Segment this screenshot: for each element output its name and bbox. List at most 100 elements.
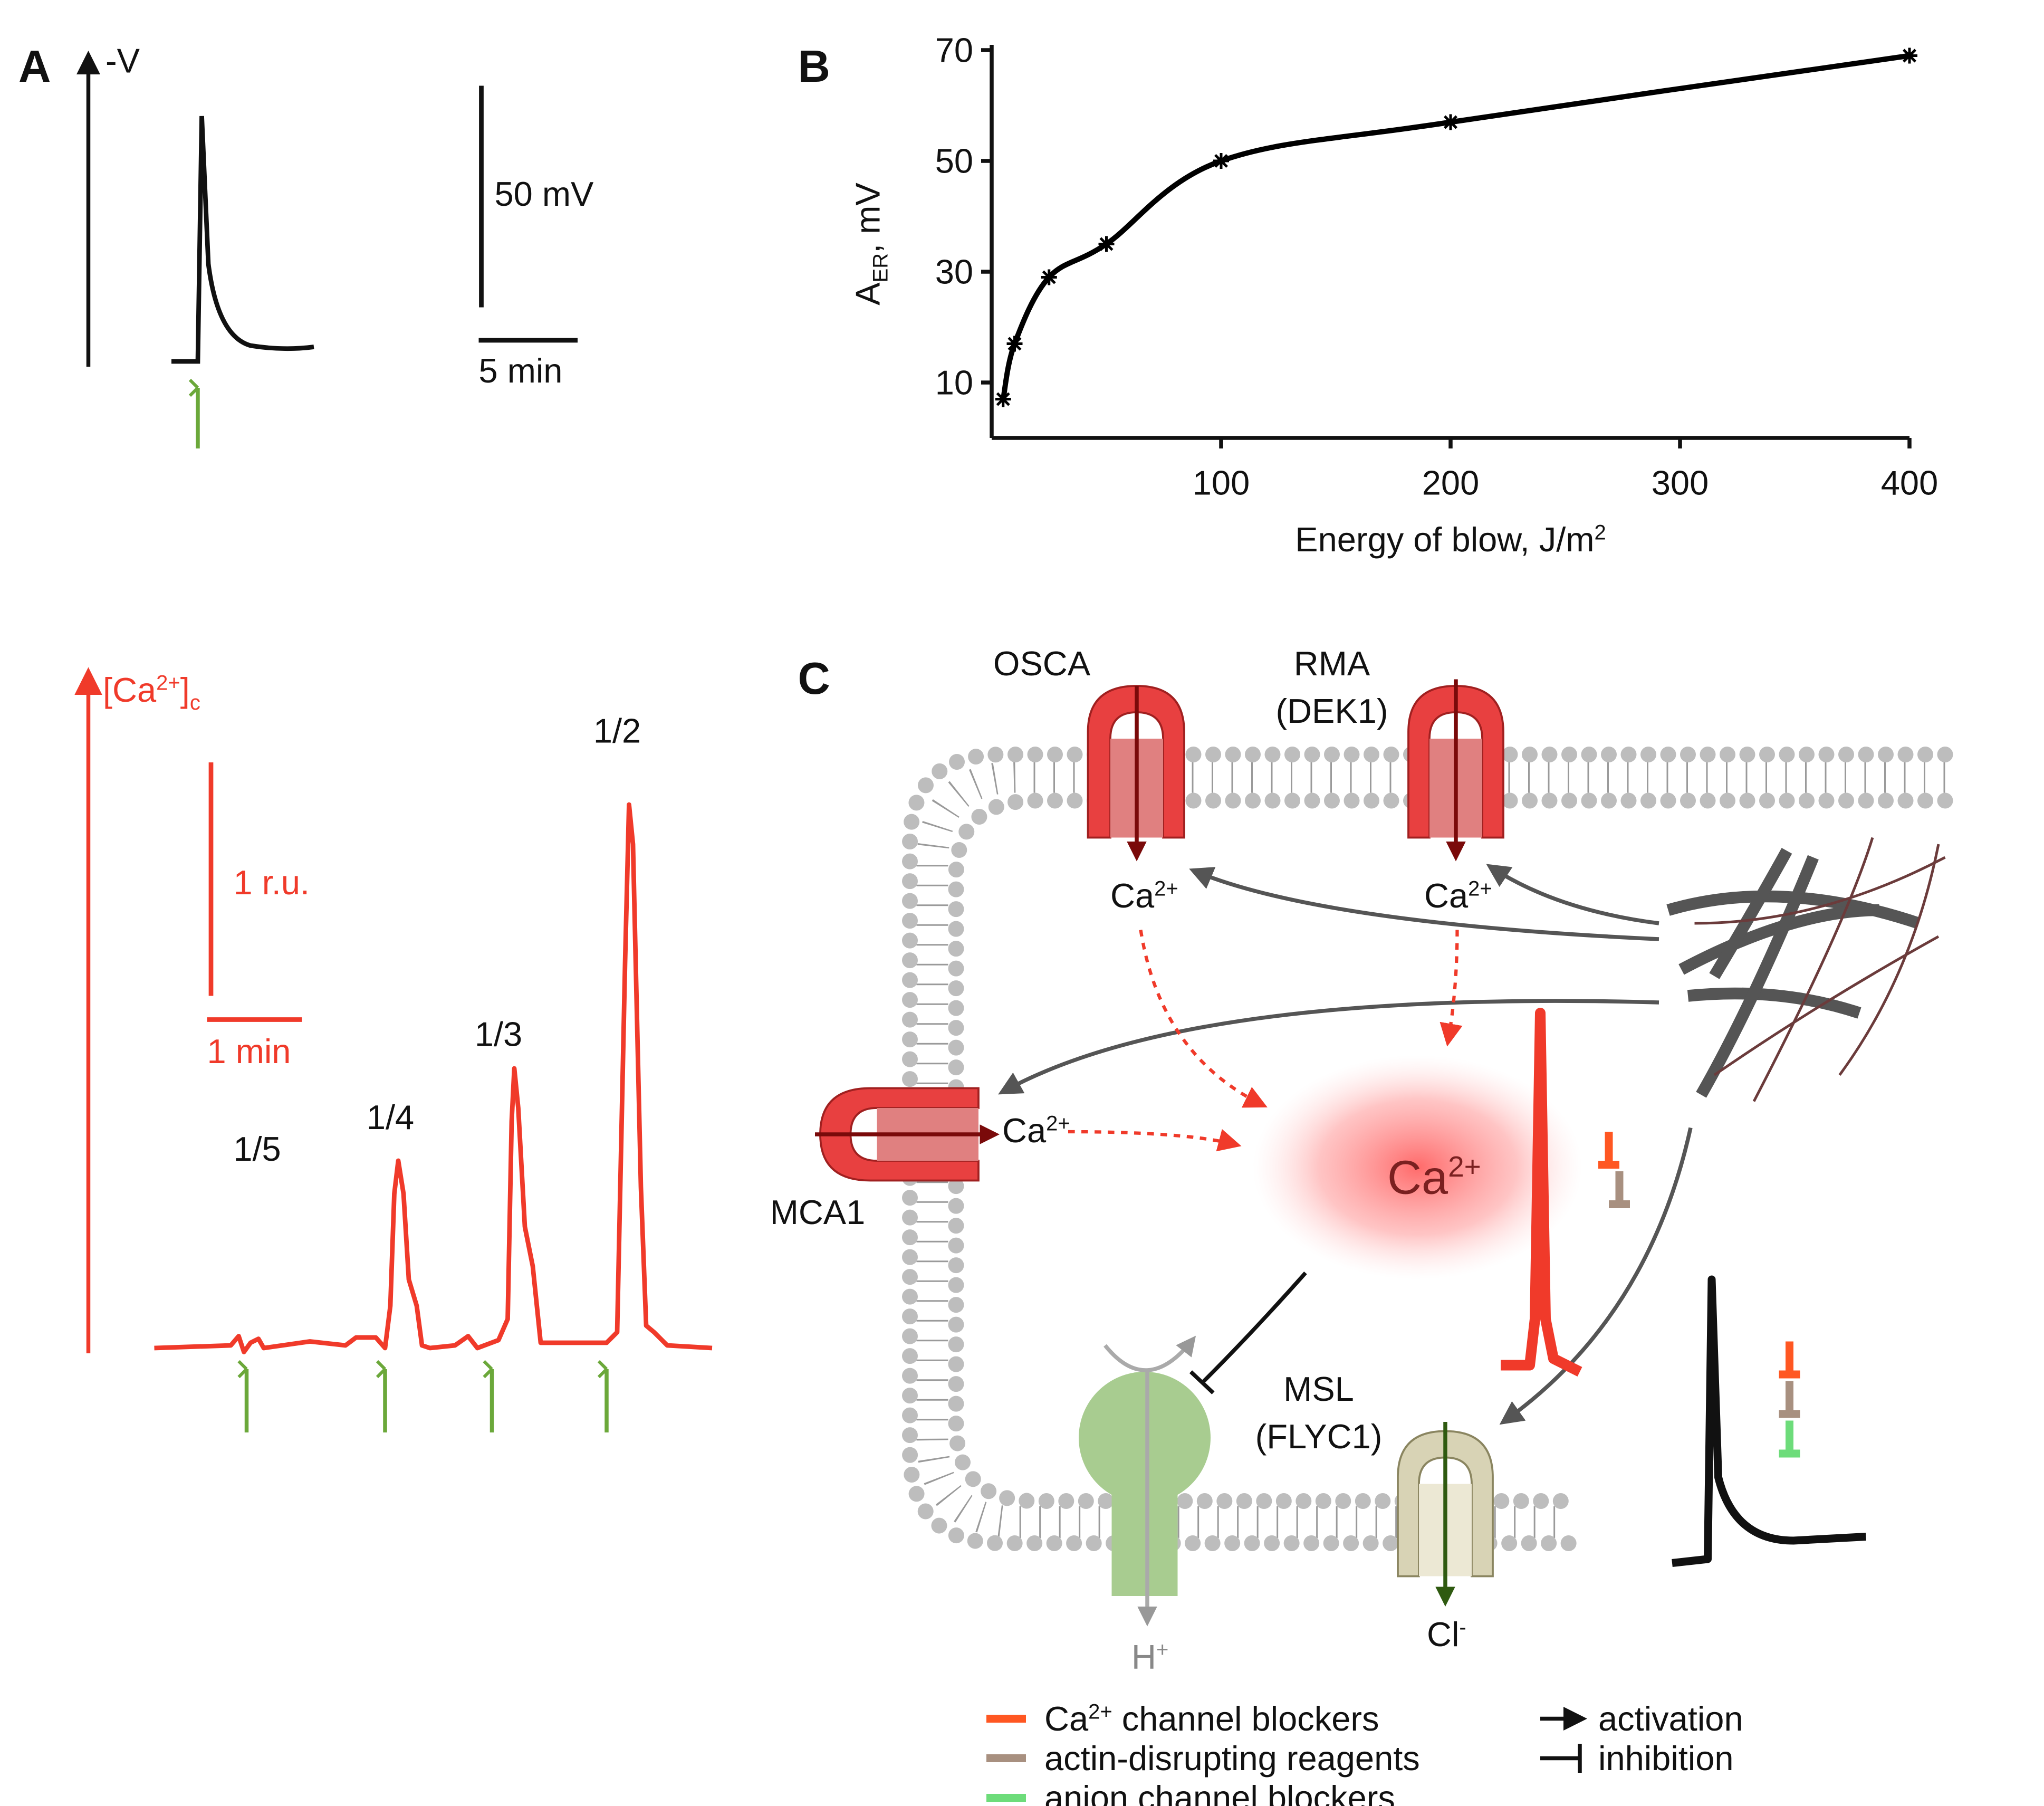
x-axis-label-sup: 2	[1594, 521, 1606, 544]
legend-label: actin-disrupting reagents	[1044, 1739, 1420, 1778]
calcium-spike	[1501, 1008, 1582, 1377]
rma-channel	[1407, 679, 1504, 862]
shape	[1696, 855, 1819, 1098]
x-tick-label: 300	[1652, 464, 1709, 502]
stimulus-label: 1/4	[367, 1098, 414, 1136]
calcium-trace	[154, 802, 713, 1354]
channel-label: RMA	[1294, 644, 1370, 683]
shape	[1779, 1420, 1800, 1458]
shape	[1087, 685, 1185, 839]
channel-label: MCA1	[770, 1193, 866, 1231]
stimulus-arrows	[237, 1360, 609, 1433]
ion-label: Ca2+	[1002, 1111, 1070, 1150]
y-tick-label: 50	[935, 142, 973, 180]
y-axis-label: AER, mV	[849, 183, 893, 305]
shape	[1779, 1381, 1800, 1418]
text-part: +	[1156, 1638, 1168, 1661]
ion-label: Ca2+	[1424, 876, 1492, 915]
data-point	[1098, 236, 1115, 252]
shape	[1499, 1127, 1693, 1425]
text-part: 2+	[1046, 1112, 1070, 1135]
channel-label: OSCA	[993, 644, 1091, 683]
ion-label: H+	[1131, 1638, 1168, 1676]
shape	[1397, 1430, 1494, 1578]
mca1-channel	[815, 1087, 1000, 1182]
calcium-flux-arrows	[1068, 930, 1463, 1152]
text-part: Ca	[1424, 876, 1469, 915]
osca-channel	[1087, 685, 1185, 862]
shape	[1598, 1132, 1619, 1169]
legend-label-text: channel blockers	[1112, 1699, 1379, 1738]
y-axis-label-text: , mV	[849, 183, 887, 253]
legend-label: anion channel blockers	[1044, 1779, 1395, 1806]
text-part: 2+	[1468, 877, 1492, 901]
shape	[1486, 864, 1659, 925]
text-part: Ca	[1002, 1111, 1047, 1150]
activation-arrows	[998, 864, 1693, 1425]
text-part: [Ca	[103, 671, 157, 709]
legend-label: activation	[1598, 1699, 1743, 1738]
shape	[1068, 1129, 1242, 1152]
shape	[819, 1087, 980, 1182]
shape	[1440, 930, 1463, 1047]
inhibition-bar	[1189, 1370, 1215, 1394]
shape	[1752, 837, 1874, 1102]
ion-label: Ca2+	[1387, 1150, 1481, 1205]
y-axis-label-text: A	[849, 282, 887, 305]
legend-label: inhibition	[1598, 1739, 1734, 1778]
text-part: Ca	[1110, 876, 1155, 915]
msl-channel	[1397, 1422, 1494, 1607]
scale-label: 1 min	[207, 1032, 291, 1071]
chart: 10 30 50 70 100 200 300 400 Energy of blow, J/m2…	[849, 31, 1939, 559]
shape	[1139, 930, 1268, 1108]
stimulus-label: 1/5	[233, 1130, 281, 1168]
shape	[998, 999, 1659, 1095]
data-point	[1213, 153, 1229, 169]
panel-label: C	[798, 654, 830, 704]
shape	[1609, 1171, 1630, 1209]
y-tick-label: 70	[935, 31, 973, 70]
text-part: 2+	[1154, 877, 1178, 901]
lipid-heads	[902, 747, 1953, 1552]
x-axis-label-text: Energy of blow, J/m	[1295, 520, 1594, 559]
shape	[1838, 844, 1940, 1076]
data-point	[995, 391, 1011, 407]
channel-label: MSL	[1283, 1370, 1354, 1408]
text-part: Cl	[1427, 1615, 1459, 1654]
shape	[1687, 987, 1861, 1019]
legend-label-text: Ca	[1044, 1699, 1089, 1738]
stimulus-label: 1/3	[475, 1015, 522, 1054]
data-point	[1006, 336, 1023, 352]
shape	[1079, 1372, 1211, 1504]
actin	[1666, 837, 1946, 1102]
ion-label: Ca2+	[1110, 876, 1178, 915]
y-tick-label: 30	[935, 253, 973, 291]
legend-label-sup: 2+	[1088, 1700, 1112, 1724]
text-part: H	[1131, 1638, 1156, 1676]
blocker-symbols	[1598, 1132, 1800, 1458]
legend-label: Ca2+ channel blockers	[1044, 1699, 1379, 1738]
shape	[1407, 685, 1504, 839]
x-tick-label: 400	[1881, 464, 1938, 502]
x-axis-label: Energy of blow, J/m2	[1295, 520, 1606, 559]
text-part: Ca	[1387, 1152, 1448, 1205]
shape	[1111, 1477, 1178, 1596]
y-tick-label: 10	[935, 364, 973, 402]
data-point	[1041, 269, 1057, 285]
calcium-cloud	[1253, 1055, 1582, 1279]
text-part: 2+	[1448, 1150, 1481, 1183]
channel-label: (FLYC1)	[1255, 1417, 1383, 1456]
axis-label: [Ca2+]c	[103, 671, 200, 714]
shape	[1666, 890, 1921, 929]
text-part: ]	[180, 671, 190, 709]
proton-pump	[1079, 1335, 1211, 1627]
text-part: -	[1459, 1616, 1466, 1639]
fit-line	[1000, 53, 1910, 400]
voltage-trace	[171, 116, 314, 364]
shape	[1709, 848, 1792, 979]
stimulus-label: 1/2	[593, 712, 641, 750]
x-tick-label: 100	[1193, 464, 1250, 502]
x-tick-label: 200	[1422, 464, 1479, 502]
